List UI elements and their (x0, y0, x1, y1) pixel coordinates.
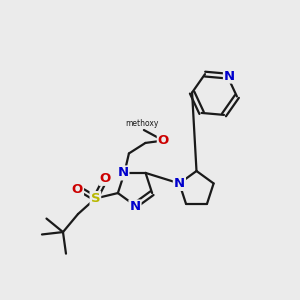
Text: O: O (72, 183, 83, 196)
Text: N: N (224, 70, 235, 83)
Text: O: O (158, 134, 169, 147)
Text: methoxy: methoxy (126, 119, 159, 128)
Text: N: N (129, 200, 141, 214)
Text: S: S (91, 192, 100, 205)
Text: O: O (100, 172, 111, 185)
Text: N: N (117, 167, 128, 179)
Text: N: N (174, 177, 185, 190)
